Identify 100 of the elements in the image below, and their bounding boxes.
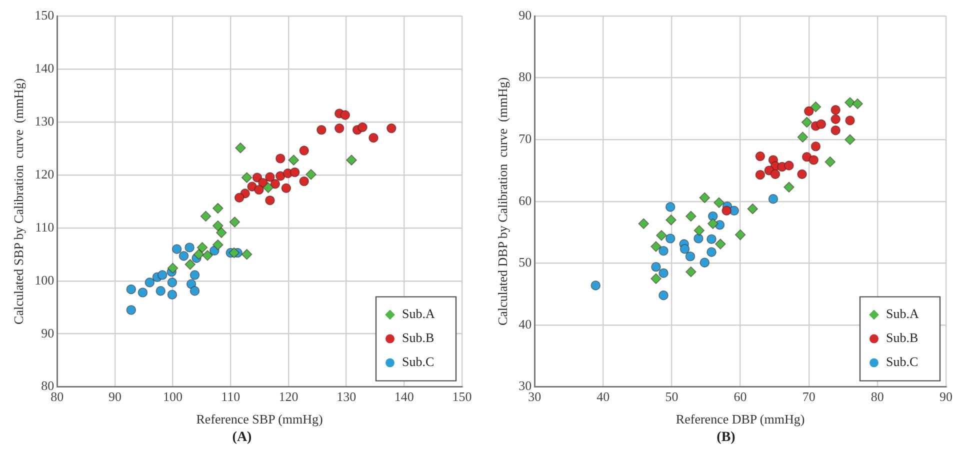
point: [254, 184, 264, 195]
point: [316, 124, 326, 135]
point: [700, 258, 710, 268]
y-tick-label: 100: [34, 272, 54, 288]
point: [810, 142, 821, 152]
point: [686, 210, 696, 222]
x-axis-title: Reference DBP (mmHg): [676, 412, 805, 427]
point: [638, 218, 650, 230]
point: [658, 268, 668, 278]
point: [167, 290, 178, 300]
x-tick-label: 110: [221, 389, 240, 404]
point: [694, 234, 704, 244]
point: [184, 259, 196, 270]
point: [665, 202, 676, 212]
point: [172, 244, 182, 254]
point: [241, 172, 252, 183]
point: [156, 286, 166, 296]
point: [734, 229, 746, 240]
point: [824, 156, 836, 168]
point: [797, 169, 807, 180]
point: [202, 250, 213, 261]
point: [665, 234, 676, 244]
point: [386, 123, 396, 134]
point: [714, 197, 724, 208]
point: [784, 182, 794, 193]
point: [830, 125, 841, 136]
point: [685, 252, 696, 262]
point: [680, 244, 690, 254]
y-tick-label: 70: [518, 131, 532, 146]
point: [784, 160, 794, 170]
point: [216, 227, 227, 238]
y-tick-label: 110: [35, 219, 54, 234]
y-tick-label: 80: [518, 69, 532, 84]
legend-label: Sub.A: [886, 306, 920, 322]
x-tick-label: 60: [734, 389, 747, 404]
point: [265, 195, 275, 206]
point: [801, 116, 812, 128]
point: [699, 192, 710, 204]
point: [656, 230, 667, 241]
point: [178, 251, 189, 261]
point: [241, 248, 252, 260]
x-tick-label: 50: [665, 389, 678, 404]
point: [368, 132, 378, 143]
point: [157, 270, 168, 280]
point: [845, 116, 855, 126]
point: [138, 288, 148, 298]
y-tick-label: 120: [34, 166, 54, 182]
point: [715, 238, 726, 250]
point: [650, 273, 662, 284]
point: [228, 247, 240, 258]
point: [290, 167, 300, 178]
point: [650, 241, 662, 252]
point: [340, 110, 350, 120]
point: [252, 172, 262, 182]
point: [212, 220, 224, 232]
y-axis-title: Calculated SBP by Calibration curve (mmHg): [11, 78, 26, 324]
x-tick-label: 140: [394, 389, 414, 404]
point: [234, 192, 244, 203]
point: [707, 218, 718, 230]
y-tick-label: 40: [518, 316, 532, 332]
point: [196, 242, 208, 253]
point: [844, 134, 856, 145]
point: [816, 119, 826, 130]
point: [262, 182, 274, 194]
point: [852, 98, 863, 110]
y-tick-label: 140: [34, 60, 54, 76]
point: [694, 225, 705, 236]
point: [358, 122, 368, 132]
x-axis-title: Reference SBP (mmHg): [196, 412, 323, 427]
y-tick-label: 90: [41, 325, 54, 340]
point: [666, 214, 676, 226]
point: [844, 97, 856, 108]
text: (A): [231, 430, 253, 446]
point: [167, 262, 178, 274]
point: [200, 210, 212, 222]
x-tick-label: 70: [802, 389, 816, 404]
legend-label: Sub.C: [402, 354, 434, 370]
point: [755, 170, 766, 180]
point: [770, 169, 780, 180]
x-tick-label: 150: [452, 389, 472, 404]
point: [144, 278, 155, 288]
point: [270, 179, 280, 189]
point: [275, 154, 286, 164]
point: [288, 154, 300, 166]
point: [808, 155, 819, 165]
point: [706, 234, 716, 244]
y-tick-label: 60: [518, 192, 532, 208]
x-tick-label: 130: [336, 389, 356, 404]
point: [190, 286, 200, 296]
y-tick-label: 150: [34, 7, 54, 22]
point: [235, 142, 246, 154]
legend-label: Sub.B: [402, 330, 434, 346]
point: [797, 132, 808, 143]
point: [212, 202, 224, 214]
text: (B): [716, 430, 736, 446]
point: [804, 106, 814, 116]
point: [167, 278, 178, 288]
point: [229, 216, 240, 228]
point: [658, 246, 668, 256]
point: [299, 176, 309, 186]
